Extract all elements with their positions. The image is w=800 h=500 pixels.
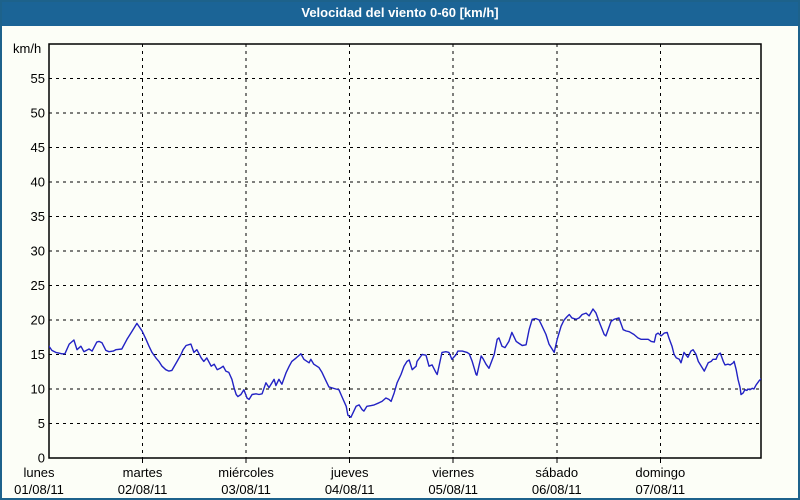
day-name-label: lunes: [23, 465, 55, 480]
y-tick-label: 20: [31, 313, 45, 328]
day-date-label: 04/08/11: [325, 482, 375, 497]
day-date-label: 02/08/11: [118, 482, 168, 497]
y-tick-label: 55: [31, 71, 45, 86]
y-tick-label: 45: [31, 140, 45, 155]
y-tick-label: 0: [38, 451, 45, 466]
day-name-label: viernes: [432, 465, 474, 480]
day-date-label: 06/08/11: [532, 482, 582, 497]
title-bar: Velocidad del viento 0-60 [km/h]: [0, 0, 800, 26]
day-name-label: martes: [123, 465, 163, 480]
day-date-label: 07/08/11: [635, 482, 685, 497]
day-date-label: 03/08/11: [221, 482, 271, 497]
day-name-label: miércoles: [218, 465, 274, 480]
y-tick-label: 5: [38, 416, 45, 431]
y-tick-label: 50: [31, 106, 45, 121]
y-tick-label: 10: [31, 382, 45, 397]
y-tick-label: 25: [31, 278, 45, 293]
day-date-label: 01/08/11: [14, 482, 64, 497]
y-tick-label: 30: [31, 244, 45, 259]
day-name-label: jueves: [330, 465, 369, 480]
window-title: Velocidad del viento 0-60 [km/h]: [301, 5, 499, 20]
y-axis-unit-label: km/h: [13, 41, 41, 56]
day-date-label: 05/08/11: [428, 482, 478, 497]
day-name-label: domingo: [635, 465, 685, 480]
y-tick-label: 35: [31, 209, 45, 224]
day-name-label: sábado: [535, 465, 578, 480]
y-tick-label: 40: [31, 175, 45, 190]
plot-border: [48, 43, 762, 459]
wind-speed-line: [49, 308, 761, 418]
y-tick-label: 15: [31, 347, 45, 362]
